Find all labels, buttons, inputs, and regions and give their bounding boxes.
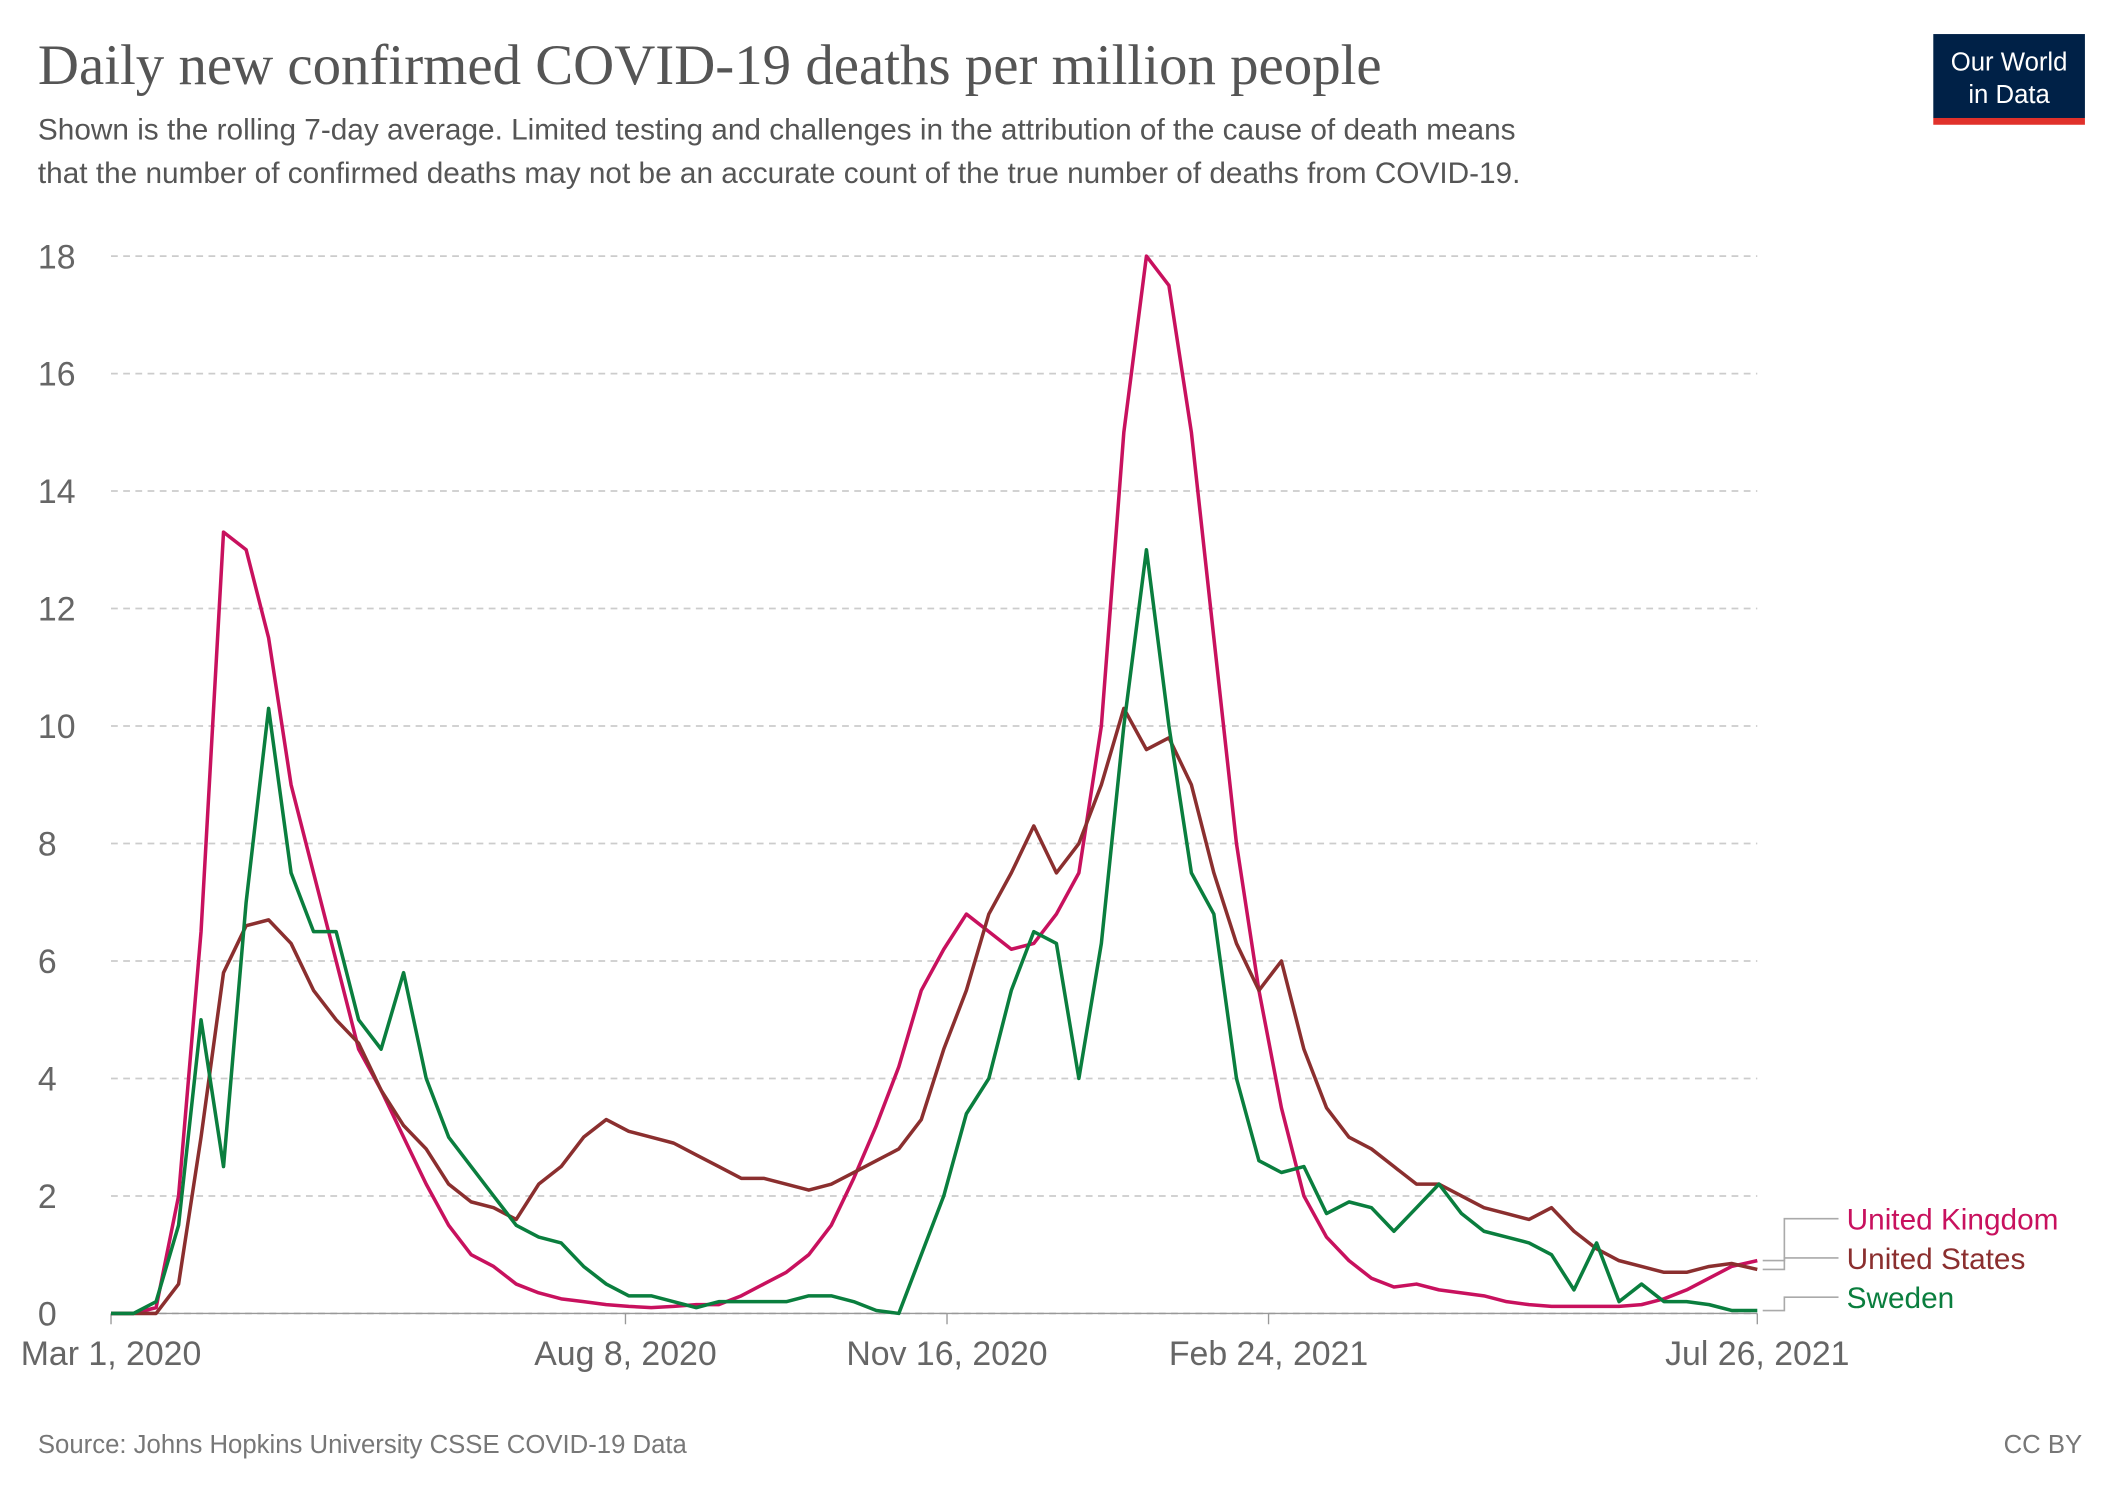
x-tick-label: Aug 8, 2020 xyxy=(534,1335,716,1373)
source: Source: Johns Hopkins University CSSE CO… xyxy=(38,1431,688,1459)
x-tick-label: Nov 16, 2020 xyxy=(846,1335,1047,1373)
legend-label: Sweden xyxy=(1847,1282,1955,1315)
y-tick-label: 18 xyxy=(38,238,76,276)
logo-bar xyxy=(1933,117,2085,125)
label-connector xyxy=(1762,1296,1839,1312)
y-tick-label: 2 xyxy=(38,1178,57,1216)
x-tick-label: Mar 1, 2020 xyxy=(21,1335,202,1373)
x-tick-label: Feb 24, 2021 xyxy=(1169,1335,1368,1373)
y-tick-label: 6 xyxy=(38,943,57,981)
line xyxy=(111,706,1758,1316)
y-tick-label: 14 xyxy=(38,473,76,511)
x-tick-label: Jul 26, 2021 xyxy=(1665,1335,1849,1373)
label-connector xyxy=(1762,1257,1839,1271)
y-tick-label: 4 xyxy=(38,1061,57,1099)
license: CC BY xyxy=(2004,1431,2083,1459)
line xyxy=(111,547,1758,1316)
logo-text: in Data xyxy=(1968,81,2050,109)
subtitle: that the number of confirmed deaths may … xyxy=(38,157,1520,190)
line xyxy=(111,254,1758,1316)
label-connector xyxy=(1762,1217,1839,1262)
y-tick-label: 10 xyxy=(38,708,76,746)
y-tick-label: 0 xyxy=(38,1296,57,1334)
logo-box xyxy=(1933,34,2085,118)
legend-label: United Kingdom xyxy=(1847,1204,2059,1237)
y-tick-label: 16 xyxy=(38,356,76,394)
logo-text: Our World xyxy=(1951,49,2068,77)
legend-label: United States xyxy=(1847,1243,2026,1276)
y-tick-label: 12 xyxy=(38,591,76,629)
subtitle: Shown is the rolling 7-day average. Limi… xyxy=(38,114,1516,147)
chart-title: Daily new confirmed COVID-19 deaths per … xyxy=(38,34,1382,97)
y-tick-label: 8 xyxy=(38,826,57,864)
